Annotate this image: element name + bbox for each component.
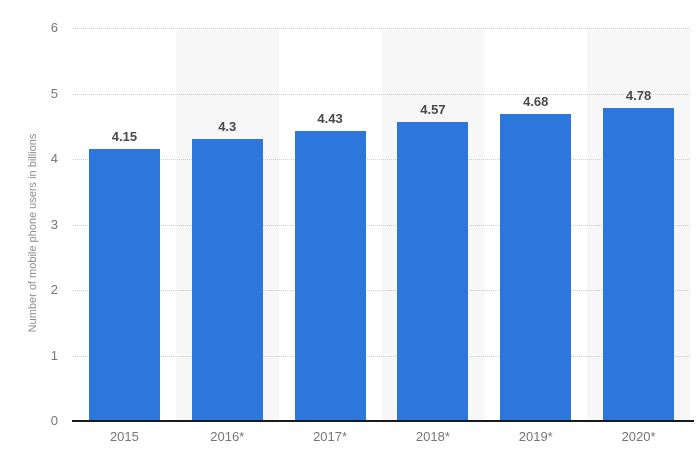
bar-2018[interactable]	[397, 121, 469, 421]
data-label-2020: 4.78	[625, 87, 652, 103]
gridline-5	[73, 93, 690, 95]
x-axis-tick-labels: 2015 2016* 2017* 2018* 2019* 2020*	[73, 429, 690, 449]
data-label-2019: 4.68	[523, 94, 549, 110]
y-tick-2: 2	[50, 282, 58, 297]
bar-2019[interactable]	[500, 114, 572, 421]
y-tick-4: 4	[50, 151, 58, 166]
gridline-4	[73, 159, 690, 160]
data-label-2016: 4.3	[218, 119, 237, 135]
gridline-3	[73, 224, 690, 226]
bar-2017[interactable]	[294, 130, 366, 421]
data-label-2015: 4.15	[111, 129, 138, 145]
bar-2015[interactable]	[88, 149, 160, 421]
plot-area: 4.15 4.3 4.43 4.57 4.68 4.78	[73, 28, 690, 421]
y-tick-6: 6	[50, 20, 58, 35]
y-tick-0: 0	[50, 413, 58, 428]
x-tick-2016: 2016*	[210, 429, 245, 444]
y-tick-1: 1	[50, 347, 58, 363]
y-axis-tick-labels: 0 1 2 3 4 5 6	[0, 0, 58, 461]
bar-2016[interactable]	[191, 139, 263, 421]
x-axis-line	[72, 420, 694, 422]
x-tick-2017: 2017*	[313, 429, 348, 444]
y-tick-5: 5	[50, 85, 58, 101]
gridline-6	[73, 28, 690, 29]
x-tick-2018: 2018*	[415, 429, 450, 444]
x-tick-2015: 2015	[109, 429, 139, 444]
data-label-2018: 4.57	[420, 101, 446, 117]
gridline-2	[73, 290, 690, 291]
data-label-2017: 4.43	[317, 110, 343, 126]
bar-2020[interactable]	[603, 107, 675, 421]
y-tick-3: 3	[50, 216, 58, 232]
gridline-1	[73, 355, 690, 357]
x-tick-2019: 2019*	[518, 429, 553, 444]
x-tick-2020: 2020*	[621, 429, 656, 444]
